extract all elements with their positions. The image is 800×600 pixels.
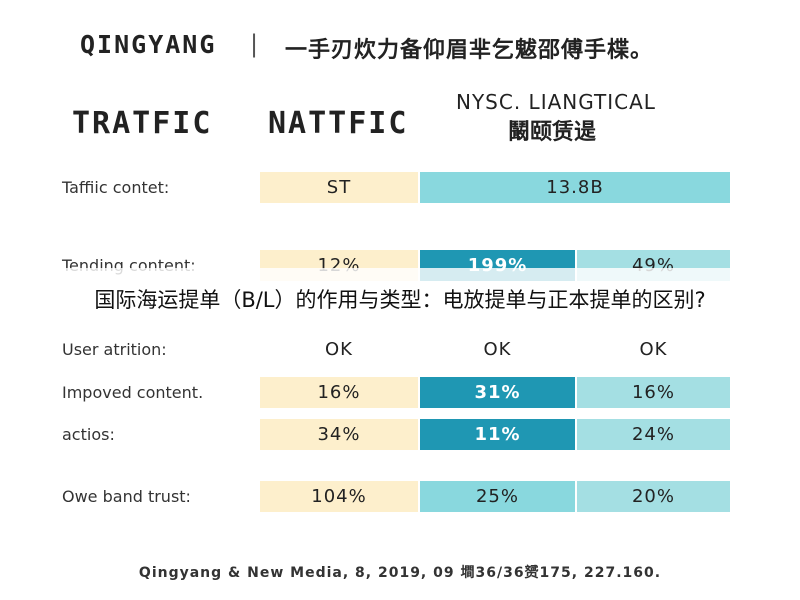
table-cell: OK xyxy=(639,339,668,360)
table-cell: ST xyxy=(260,172,418,203)
table-cell: 16% xyxy=(260,377,418,408)
column-header: TRATFIC xyxy=(72,106,213,141)
table-cell: 20% xyxy=(577,481,730,512)
column-header-sub: 鬫颐赁遈 xyxy=(508,120,597,145)
table-cell: 104% xyxy=(260,481,418,512)
table-cell: 34% xyxy=(260,419,418,450)
table-cell: 13.8B xyxy=(420,172,730,203)
subtitle: 一手刃炊力备仰眉芈乞魃邵傅手楪。 xyxy=(285,38,654,63)
brand: QINGYANG xyxy=(80,30,217,59)
row-label: Taffiic contet: xyxy=(62,178,170,197)
footer: Qingyang & New Media, 8, 2019, 09 墹36/36… xyxy=(138,565,662,581)
row-label: Impoved content. xyxy=(62,383,204,402)
table-cell: 24% xyxy=(577,419,730,450)
table-cell: 25% xyxy=(420,481,575,512)
table-cell: 11% xyxy=(420,419,575,450)
overlay-banner: 国际海运提单（B/L）的作用与类型：电放提单与正本提单的区别? xyxy=(0,268,800,330)
table-cell: 16% xyxy=(577,377,730,408)
row-label: Owe band trust: xyxy=(62,487,191,506)
row-label: User atrition: xyxy=(62,340,167,359)
column-header: NATTFIC xyxy=(268,106,409,141)
table-cell: 31% xyxy=(420,377,575,408)
table-cell: OK xyxy=(325,339,353,360)
column-header: NYSC. LIANGTICAL xyxy=(456,90,656,114)
table-cell: OK xyxy=(483,339,512,360)
separator: | xyxy=(250,30,259,58)
row-label: actios: xyxy=(62,425,115,444)
